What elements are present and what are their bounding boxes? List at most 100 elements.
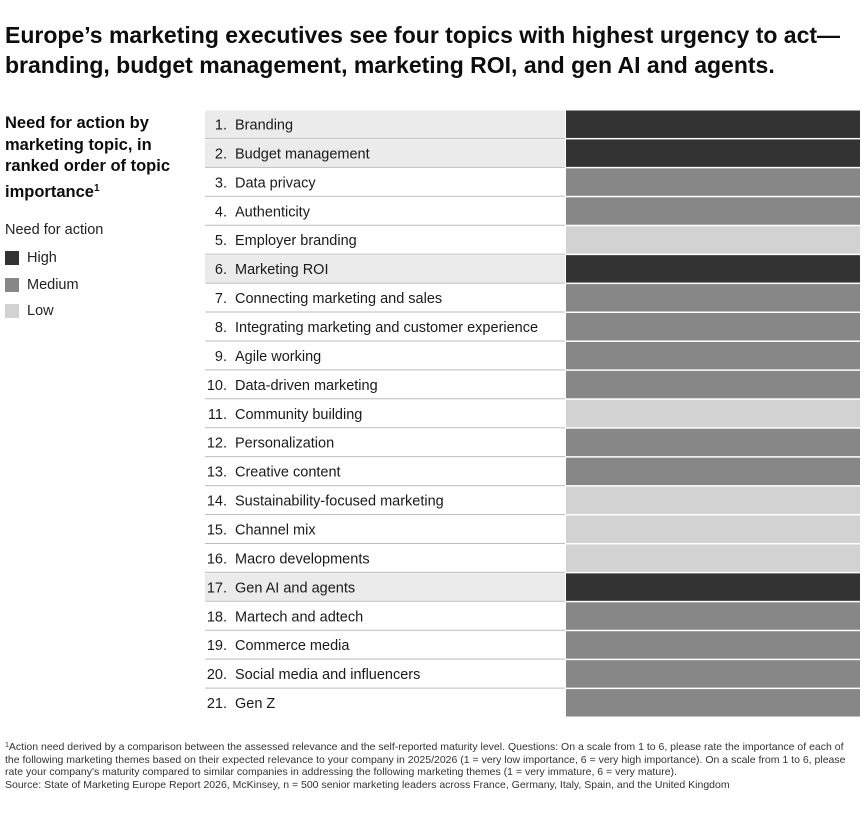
row-label-background bbox=[205, 370, 565, 399]
need-cell-high bbox=[566, 255, 860, 283]
legend-item-high: High bbox=[5, 245, 195, 272]
row-rank: 21. bbox=[207, 696, 227, 712]
row-label-background bbox=[205, 226, 565, 254]
row-topic-label: Sustainability-focused marketing bbox=[235, 494, 444, 510]
row-rank: 14. bbox=[207, 494, 227, 510]
row-label-background bbox=[205, 197, 565, 225]
need-cell-medium bbox=[566, 197, 860, 225]
row-topic-label: Connecting marketing and sales bbox=[235, 291, 442, 307]
need-cell-low bbox=[566, 544, 860, 572]
row-label-background bbox=[205, 457, 565, 486]
row-label-background bbox=[205, 486, 565, 515]
legend-swatch-low bbox=[5, 304, 19, 319]
row-rank: 3. bbox=[215, 175, 227, 191]
chart-subtitle: Need for action by marketing topic, in r… bbox=[5, 113, 195, 203]
legend-swatch-high bbox=[5, 251, 19, 266]
subtitle-footnote-marker: 1 bbox=[93, 182, 100, 194]
row-topic-label: Personalization bbox=[235, 436, 334, 452]
row-label-background bbox=[205, 602, 565, 630]
legend-label-medium: Medium bbox=[27, 276, 79, 293]
footnote-text-block: 1Action need derived by a comparison bet… bbox=[5, 740, 857, 779]
row-label-background bbox=[205, 341, 565, 370]
legend-title: Need for action bbox=[5, 222, 104, 238]
row-topic-label: Data privacy bbox=[235, 175, 316, 191]
row-rank: 2. bbox=[215, 146, 227, 162]
row-rank: 15. bbox=[207, 522, 227, 538]
footnote-text: Action need derived by a comparison betw… bbox=[5, 741, 846, 779]
need-cell-medium bbox=[566, 370, 860, 399]
row-topic-label: Gen AI and agents bbox=[235, 580, 355, 596]
need-cell-medium bbox=[566, 284, 860, 312]
row-topic-label: Channel mix bbox=[235, 522, 316, 538]
row-label-background bbox=[205, 689, 565, 717]
need-cell-medium bbox=[566, 602, 860, 630]
row-rank: 4. bbox=[215, 204, 227, 220]
need-cell-medium bbox=[566, 660, 860, 688]
need-cell-medium bbox=[566, 428, 860, 457]
legend-label-high: High bbox=[27, 250, 57, 267]
row-rank: 5. bbox=[215, 233, 227, 249]
row-label-background bbox=[205, 544, 565, 572]
row-label-background bbox=[205, 313, 565, 341]
row-topic-label: Data-driven marketing bbox=[235, 378, 378, 394]
row-label-background bbox=[205, 573, 565, 601]
footnote-source: Source: State of Marketing Europe Report… bbox=[5, 778, 730, 791]
need-cell-medium bbox=[566, 631, 860, 659]
row-topic-label: Budget management bbox=[235, 146, 370, 162]
row-topic-label: Integrating marketing and customer exper… bbox=[235, 320, 538, 336]
row-rank: 18. bbox=[207, 609, 227, 625]
footnote: 1Action need derived by a comparison bet… bbox=[5, 740, 857, 791]
need-cell-medium bbox=[566, 689, 860, 717]
row-rank: 19. bbox=[207, 638, 227, 654]
row-rank: 17. bbox=[207, 580, 227, 596]
row-label-background bbox=[205, 428, 565, 457]
row-topic-label: Gen Z bbox=[235, 696, 275, 712]
need-cell-medium bbox=[566, 168, 860, 196]
need-cell-medium bbox=[566, 457, 860, 486]
row-topic-label: Creative content bbox=[235, 465, 341, 481]
row-topic-label: Martech and adtech bbox=[235, 609, 363, 625]
need-cell-low bbox=[566, 486, 860, 515]
row-topic-label: Marketing ROI bbox=[235, 262, 328, 278]
row-rank: 7. bbox=[215, 291, 227, 307]
footnote-marker: 1 bbox=[5, 742, 9, 749]
row-rank: 9. bbox=[215, 349, 227, 365]
row-label-background bbox=[205, 660, 565, 688]
row-label-background bbox=[205, 255, 565, 283]
row-rank: 13. bbox=[207, 465, 227, 481]
row-label-background bbox=[205, 168, 565, 196]
legend-swatch-medium bbox=[5, 277, 19, 292]
row-label-background bbox=[205, 139, 565, 167]
row-topic-label: Agile working bbox=[235, 349, 321, 365]
need-cell-high bbox=[566, 573, 860, 601]
need-cell-low bbox=[566, 226, 860, 254]
row-label-background bbox=[205, 110, 565, 138]
legend-label-low: Low bbox=[27, 303, 54, 320]
chart-title: Europe’s marketing executives see four t… bbox=[5, 22, 841, 78]
legend-item-low: Low bbox=[5, 298, 195, 325]
row-topic-label: Commerce media bbox=[235, 638, 350, 654]
row-rank: 11. bbox=[208, 407, 227, 423]
row-label-background bbox=[205, 399, 565, 428]
need-cell-medium bbox=[566, 313, 860, 341]
row-topic-label: Macro developments bbox=[235, 551, 370, 567]
legend: Need for action High Medium Low bbox=[5, 222, 195, 325]
row-rank: 10. bbox=[207, 378, 227, 394]
row-rank: 20. bbox=[207, 667, 227, 683]
row-topic-label: Authenticity bbox=[235, 204, 311, 220]
row-rank: 12. bbox=[207, 436, 227, 452]
row-label-background bbox=[205, 284, 565, 312]
row-rank: 1. bbox=[215, 117, 227, 133]
row-label-background bbox=[205, 631, 565, 659]
row-label-background bbox=[205, 515, 565, 543]
need-cell-low bbox=[566, 515, 860, 543]
row-rank: 8. bbox=[215, 320, 227, 336]
need-cell-high bbox=[566, 139, 860, 167]
row-rank: 16. bbox=[207, 551, 227, 567]
ranking-table-chart: 1. Branding 2. Budget management 3. Data priv… bbox=[205, 110, 860, 717]
row-topic-label: Branding bbox=[235, 117, 293, 133]
need-cell-high bbox=[566, 110, 860, 138]
need-cell-low bbox=[566, 399, 860, 428]
row-topic-label: Community building bbox=[235, 407, 362, 423]
row-topic-label: Social media and influencers bbox=[235, 667, 420, 683]
